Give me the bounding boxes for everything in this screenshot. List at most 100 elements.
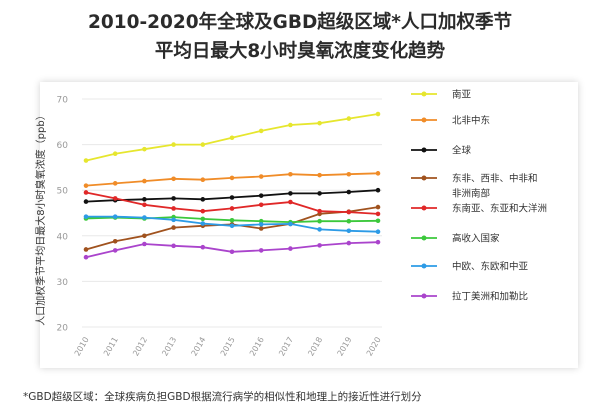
y-tick-label: 50	[57, 187, 69, 197]
data-point	[346, 218, 352, 224]
data-point	[200, 244, 206, 250]
x-tick-label: 2019	[336, 336, 354, 358]
data-point	[346, 240, 352, 246]
data-point	[317, 120, 322, 126]
data-point	[200, 216, 206, 222]
data-point	[142, 146, 147, 152]
data-point	[317, 218, 322, 224]
data-point	[375, 111, 381, 117]
y-tick-label: 40	[57, 232, 69, 242]
footnote: *GBD超级区域：全球疾病负担GBD根据流行病学的相似性和地理上的接近性进行划分	[23, 391, 422, 403]
legend-item: 高收入国家	[411, 233, 500, 245]
legend-item: 中欧、东欧和中亚	[411, 261, 529, 273]
data-point	[317, 172, 322, 178]
y-tick-labels: 20 30 40 50 60 70	[57, 96, 69, 334]
series-line	[85, 206, 379, 251]
data-point	[83, 247, 89, 252]
chart-panel	[40, 82, 578, 368]
x-tick-labels: 2010 2011 2012 2013 2014 2015 2016 2017 2018 2019…	[73, 336, 383, 358]
data-point	[258, 174, 264, 179]
data-point	[229, 249, 235, 255]
data-point	[142, 197, 147, 202]
legend-label: 非洲南部	[452, 188, 490, 200]
data-point	[375, 229, 381, 234]
y-tick-label: 70	[57, 96, 69, 106]
x-tick-label: 2015	[219, 336, 237, 358]
legend-swatch-dot	[421, 293, 427, 299]
x-tick-label: 2012	[131, 336, 149, 358]
data-point	[258, 193, 264, 198]
legend-label: 东非、西非、中非和	[452, 173, 538, 185]
data-point	[142, 233, 147, 239]
data-point	[375, 239, 381, 245]
data-point	[288, 221, 293, 227]
legend-item: 全球	[411, 145, 472, 157]
series-5	[83, 190, 381, 217]
data-point	[229, 217, 235, 223]
data-point	[112, 214, 118, 219]
data-point	[112, 151, 118, 157]
data-point	[171, 196, 176, 201]
data-point	[83, 190, 89, 195]
data-point	[317, 243, 322, 248]
y-tick-label: 60	[57, 141, 69, 151]
data-point	[171, 142, 176, 147]
data-point	[317, 227, 322, 232]
data-point	[229, 206, 235, 211]
series-7	[83, 214, 381, 234]
x-tick-label: 2017	[277, 336, 295, 358]
y-tick-label: 30	[57, 278, 69, 288]
x-tick-label: 2018	[306, 336, 324, 358]
x-tick-label: 2014	[190, 336, 208, 358]
data-point	[142, 178, 147, 184]
data-point	[229, 223, 235, 229]
legend-label: 全球	[452, 145, 472, 157]
data-point	[142, 202, 147, 208]
data-point	[171, 176, 176, 182]
data-point	[258, 248, 264, 253]
data-point	[258, 128, 264, 134]
data-point	[375, 171, 381, 176]
data-point	[346, 189, 352, 195]
data-point	[346, 171, 352, 177]
x-tick-label: 2010	[73, 336, 91, 358]
chart-title-line2: 平均日最大8小时臭氧浓度变化趋势	[154, 41, 446, 62]
legend-label: 高收入国家	[452, 233, 500, 245]
data-point	[258, 222, 264, 227]
legend-label: 中欧、东欧和中亚	[452, 261, 529, 273]
x-tick-label: 2013	[160, 336, 178, 358]
data-point	[229, 175, 235, 181]
legend-swatch-dot	[421, 91, 427, 97]
data-point	[112, 238, 118, 244]
data-point	[171, 225, 176, 230]
data-point	[346, 209, 352, 215]
data-point	[83, 183, 89, 188]
data-point	[200, 208, 206, 214]
series-2	[83, 171, 381, 188]
legend-swatch-dot	[421, 263, 427, 269]
legend-label: 拉丁美洲和加勒比	[452, 291, 528, 303]
legend-label: 南亚	[452, 89, 472, 101]
legend-label: 东南亚、东亚和大洋洲	[452, 203, 547, 215]
legend-item: 拉丁美洲和加勒比	[411, 291, 528, 303]
x-tick-label: 2020	[365, 336, 383, 358]
data-point	[142, 215, 147, 220]
data-point	[83, 254, 89, 260]
data-point	[375, 204, 381, 210]
x-tick-label: 2011	[102, 336, 120, 358]
data-point	[83, 214, 89, 219]
series-lines	[83, 111, 381, 260]
legend-swatch-dot	[421, 117, 427, 123]
legend-swatch-dot	[421, 205, 427, 211]
data-point	[83, 158, 89, 163]
legend-swatch-dot	[421, 147, 427, 153]
chart-title-line1: 2010-2020年全球及GBD超级区域*人口加权季节	[88, 12, 512, 33]
grid-lines	[82, 98, 382, 328]
data-point	[83, 199, 89, 204]
data-point	[112, 181, 118, 186]
data-point	[375, 218, 381, 224]
data-point	[112, 196, 118, 201]
y-axis-label: 人口加权季节平均日最大8小时臭氧浓度（ppb）	[34, 110, 47, 325]
